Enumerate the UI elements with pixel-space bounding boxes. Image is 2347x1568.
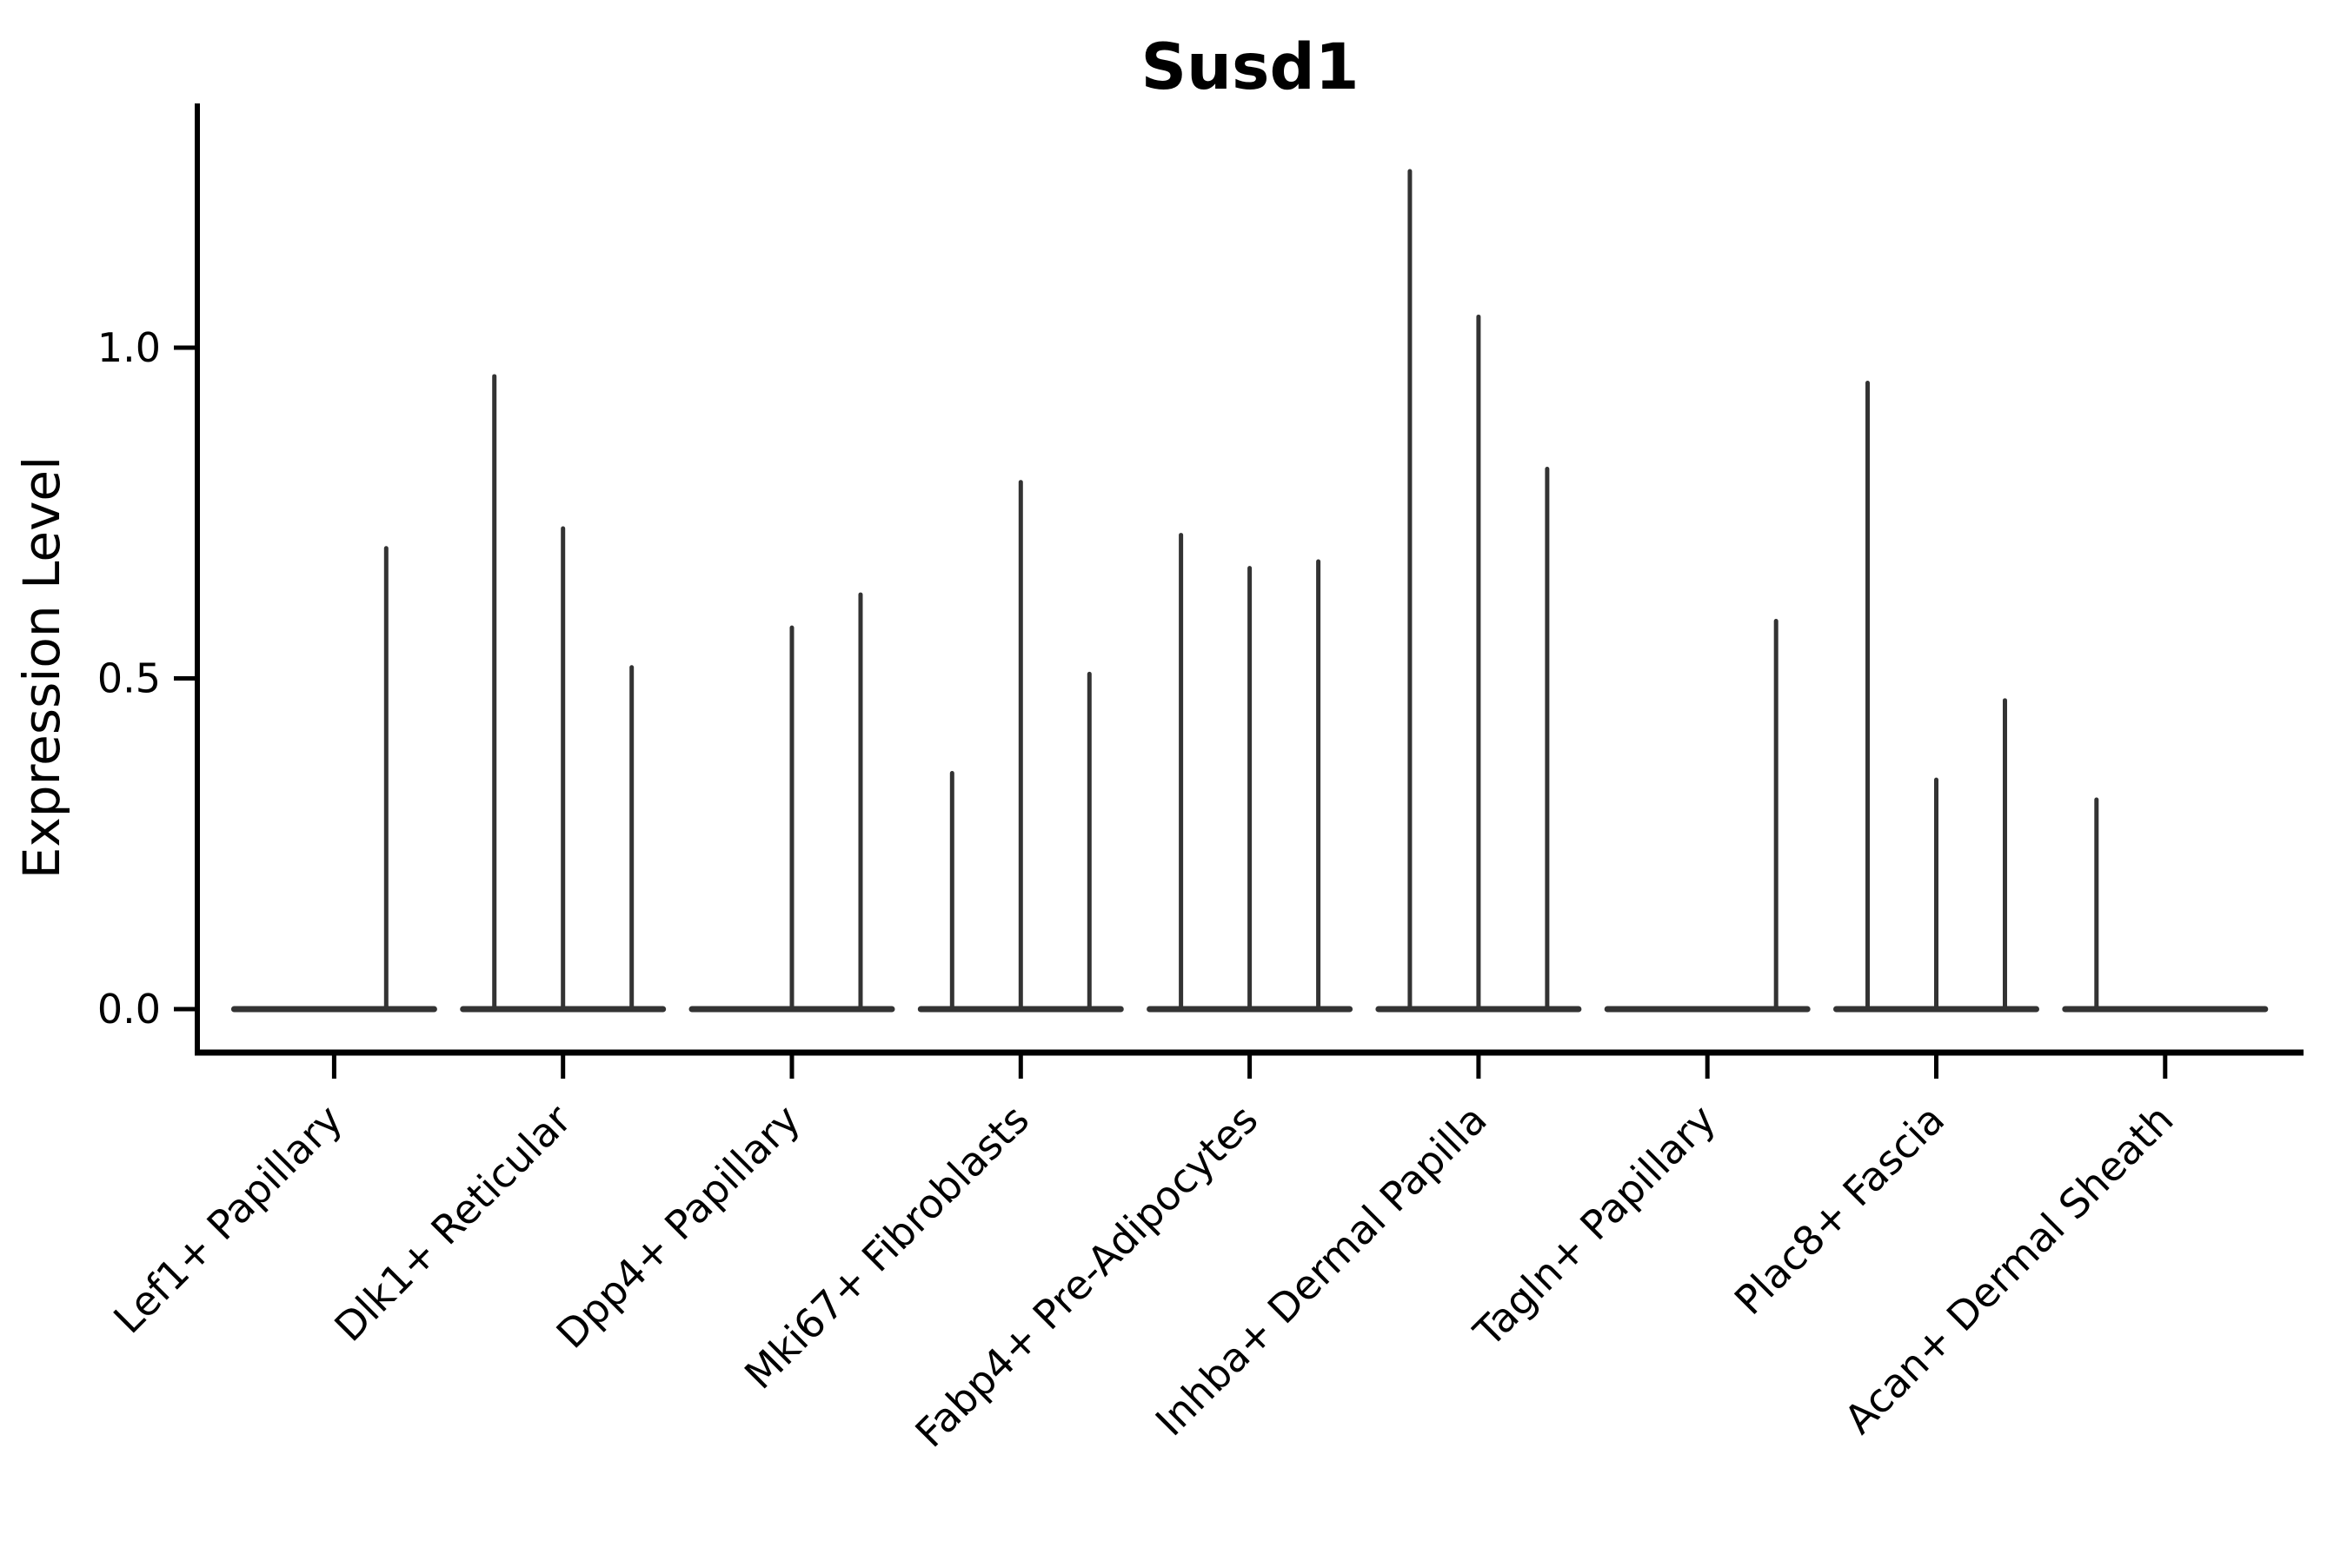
y-tick-label: 1.0: [97, 324, 161, 371]
y-tick-label: 0.0: [97, 986, 161, 1033]
x-tick-label: Plac8+ Fascia: [1725, 1096, 1953, 1324]
x-tick-label: Tagln+ Papillary: [1464, 1096, 1725, 1357]
x-tick-label: Lef1+ Papillary: [104, 1096, 351, 1343]
y-axis-label: Expression Level: [12, 456, 71, 879]
chart-title: Susd1: [1140, 30, 1359, 104]
x-tick-label: Dpp4+ Papillary: [548, 1096, 809, 1358]
violin-body: [230, 1006, 437, 1013]
violin-body: [1604, 1006, 1811, 1013]
y-tick-label: 0.5: [97, 655, 161, 702]
x-tick-label: Dlk1+ Reticular: [325, 1096, 580, 1351]
violin-body: [2062, 1006, 2269, 1013]
